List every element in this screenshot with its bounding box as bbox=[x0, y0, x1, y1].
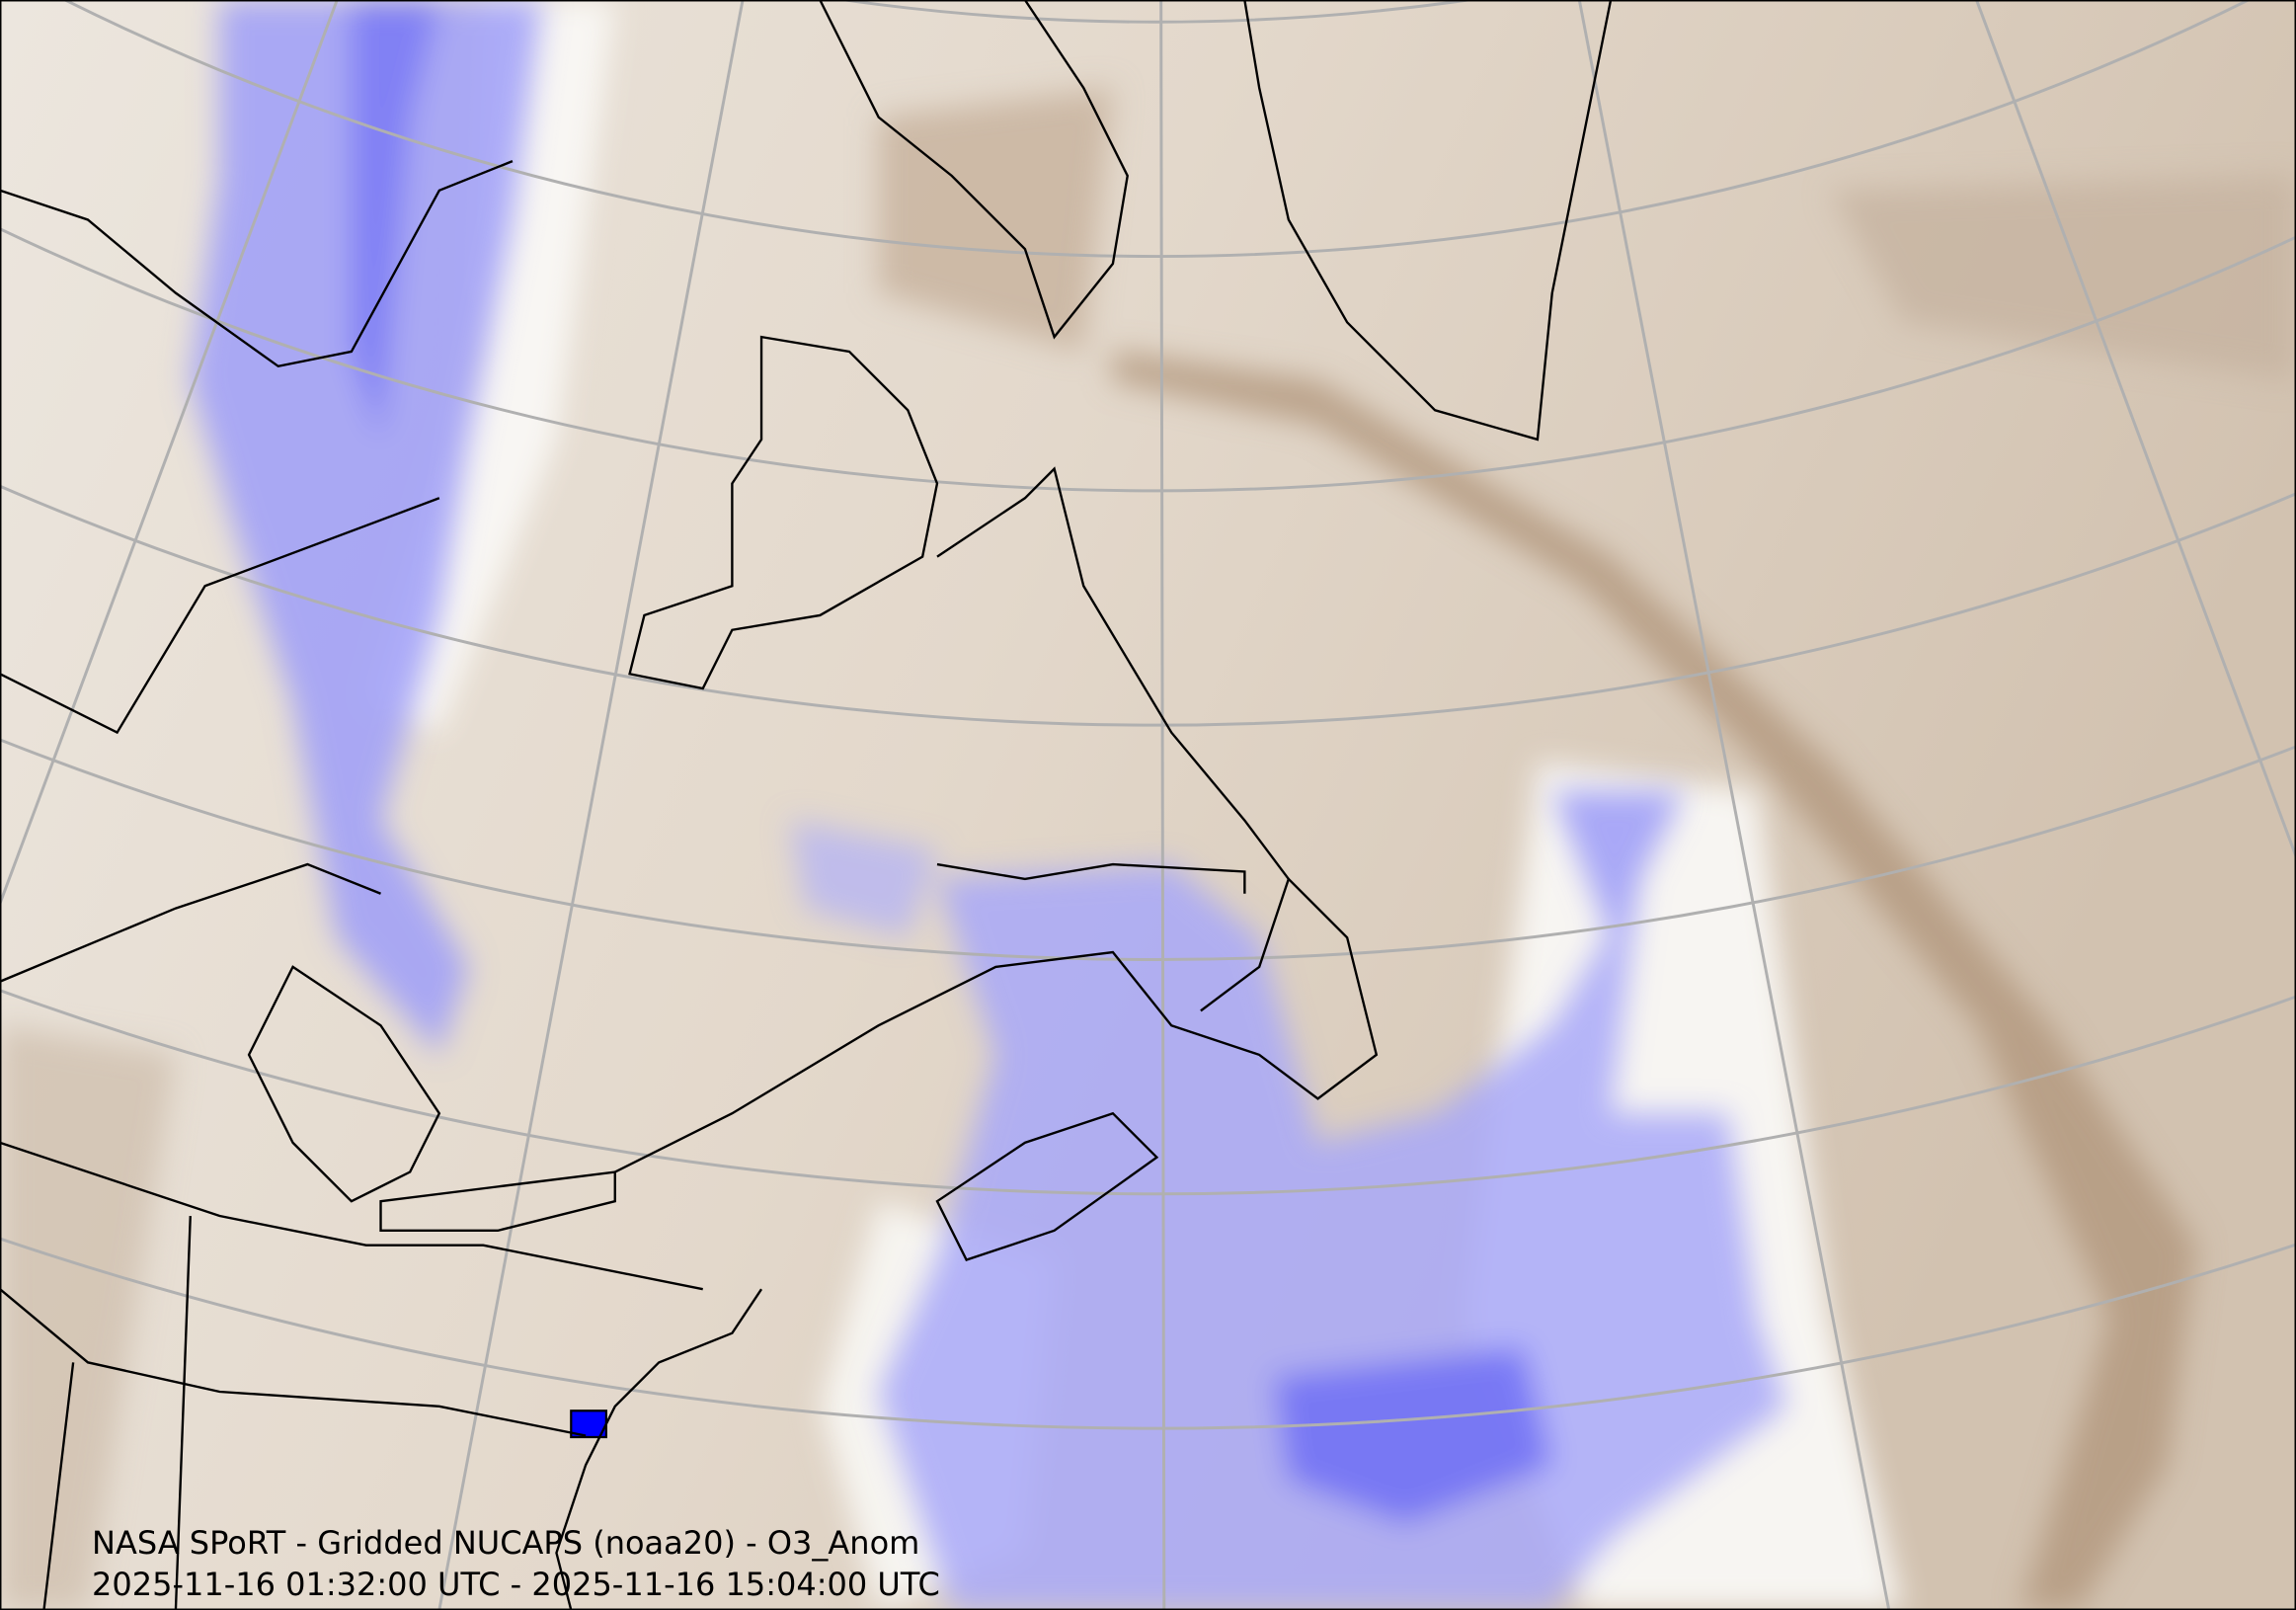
border-ab-sk bbox=[0, 497, 440, 735]
map-time-range: 2025-11-16 01:32:00 UTC - 2025-11-16 15:… bbox=[92, 1566, 940, 1603]
us-east-coast bbox=[555, 1288, 763, 1610]
coastlines-and-borders bbox=[0, 0, 1613, 1610]
canada-west-coast bbox=[0, 160, 514, 368]
hudson-bay-coast bbox=[628, 335, 939, 690]
negative-anomaly-regions bbox=[190, 0, 1786, 1610]
labrador-coast bbox=[936, 466, 1290, 880]
border-us-states bbox=[0, 1141, 703, 1610]
nova-scotia bbox=[935, 1111, 1159, 1261]
baffin-coast bbox=[819, 0, 1129, 340]
border-us-canada bbox=[0, 862, 381, 983]
map-title: NASA SPoRT - Gridded NUCAPS (noaa20) - O… bbox=[92, 1524, 920, 1562]
border-quebec-labrador bbox=[936, 862, 1246, 894]
greenland-coast bbox=[1243, 0, 1613, 442]
gulf-st-lawrence bbox=[614, 876, 1379, 1173]
great-lakes bbox=[247, 965, 616, 1233]
